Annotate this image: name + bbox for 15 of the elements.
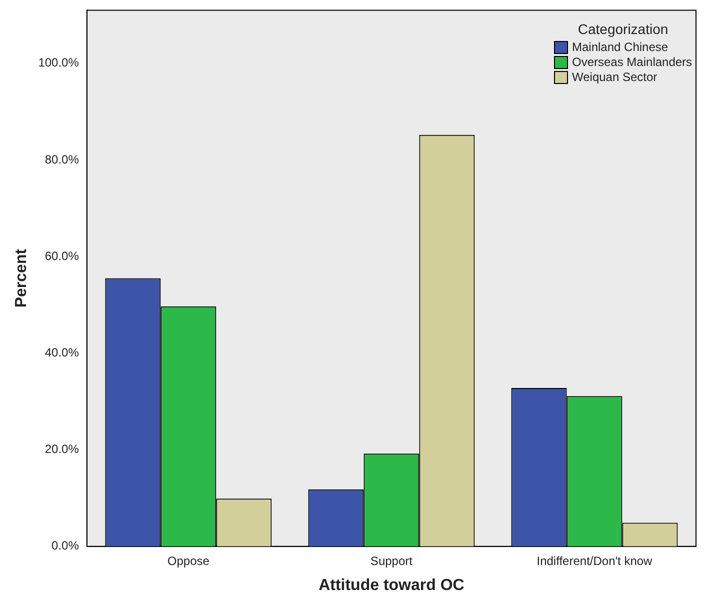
legend-title: Categorization bbox=[576, 21, 670, 38]
x-axis-title: Attitude toward OC bbox=[318, 576, 465, 594]
legend-label: Mainland Chinese bbox=[572, 40, 668, 56]
x-tick-label: Oppose bbox=[167, 554, 210, 568]
y-axis-title: Percent bbox=[13, 248, 30, 308]
y-tick-label: 0.0% bbox=[52, 538, 80, 553]
legend-label: Overseas Mainlanders bbox=[572, 55, 692, 70]
x-tick-label: Indifferent/Don't know bbox=[536, 554, 653, 568]
y-tick-label: 20.0% bbox=[44, 442, 80, 456]
y-tick-label: 80.0% bbox=[44, 152, 80, 166]
y-tick-label: 60.0% bbox=[44, 248, 80, 263]
legend-label: Weiquan Sector bbox=[572, 70, 658, 86]
y-tick-label: 100.0% bbox=[38, 56, 80, 70]
y-tick-label: 40.0% bbox=[44, 345, 80, 360]
x-tick-label: Support bbox=[370, 554, 414, 568]
